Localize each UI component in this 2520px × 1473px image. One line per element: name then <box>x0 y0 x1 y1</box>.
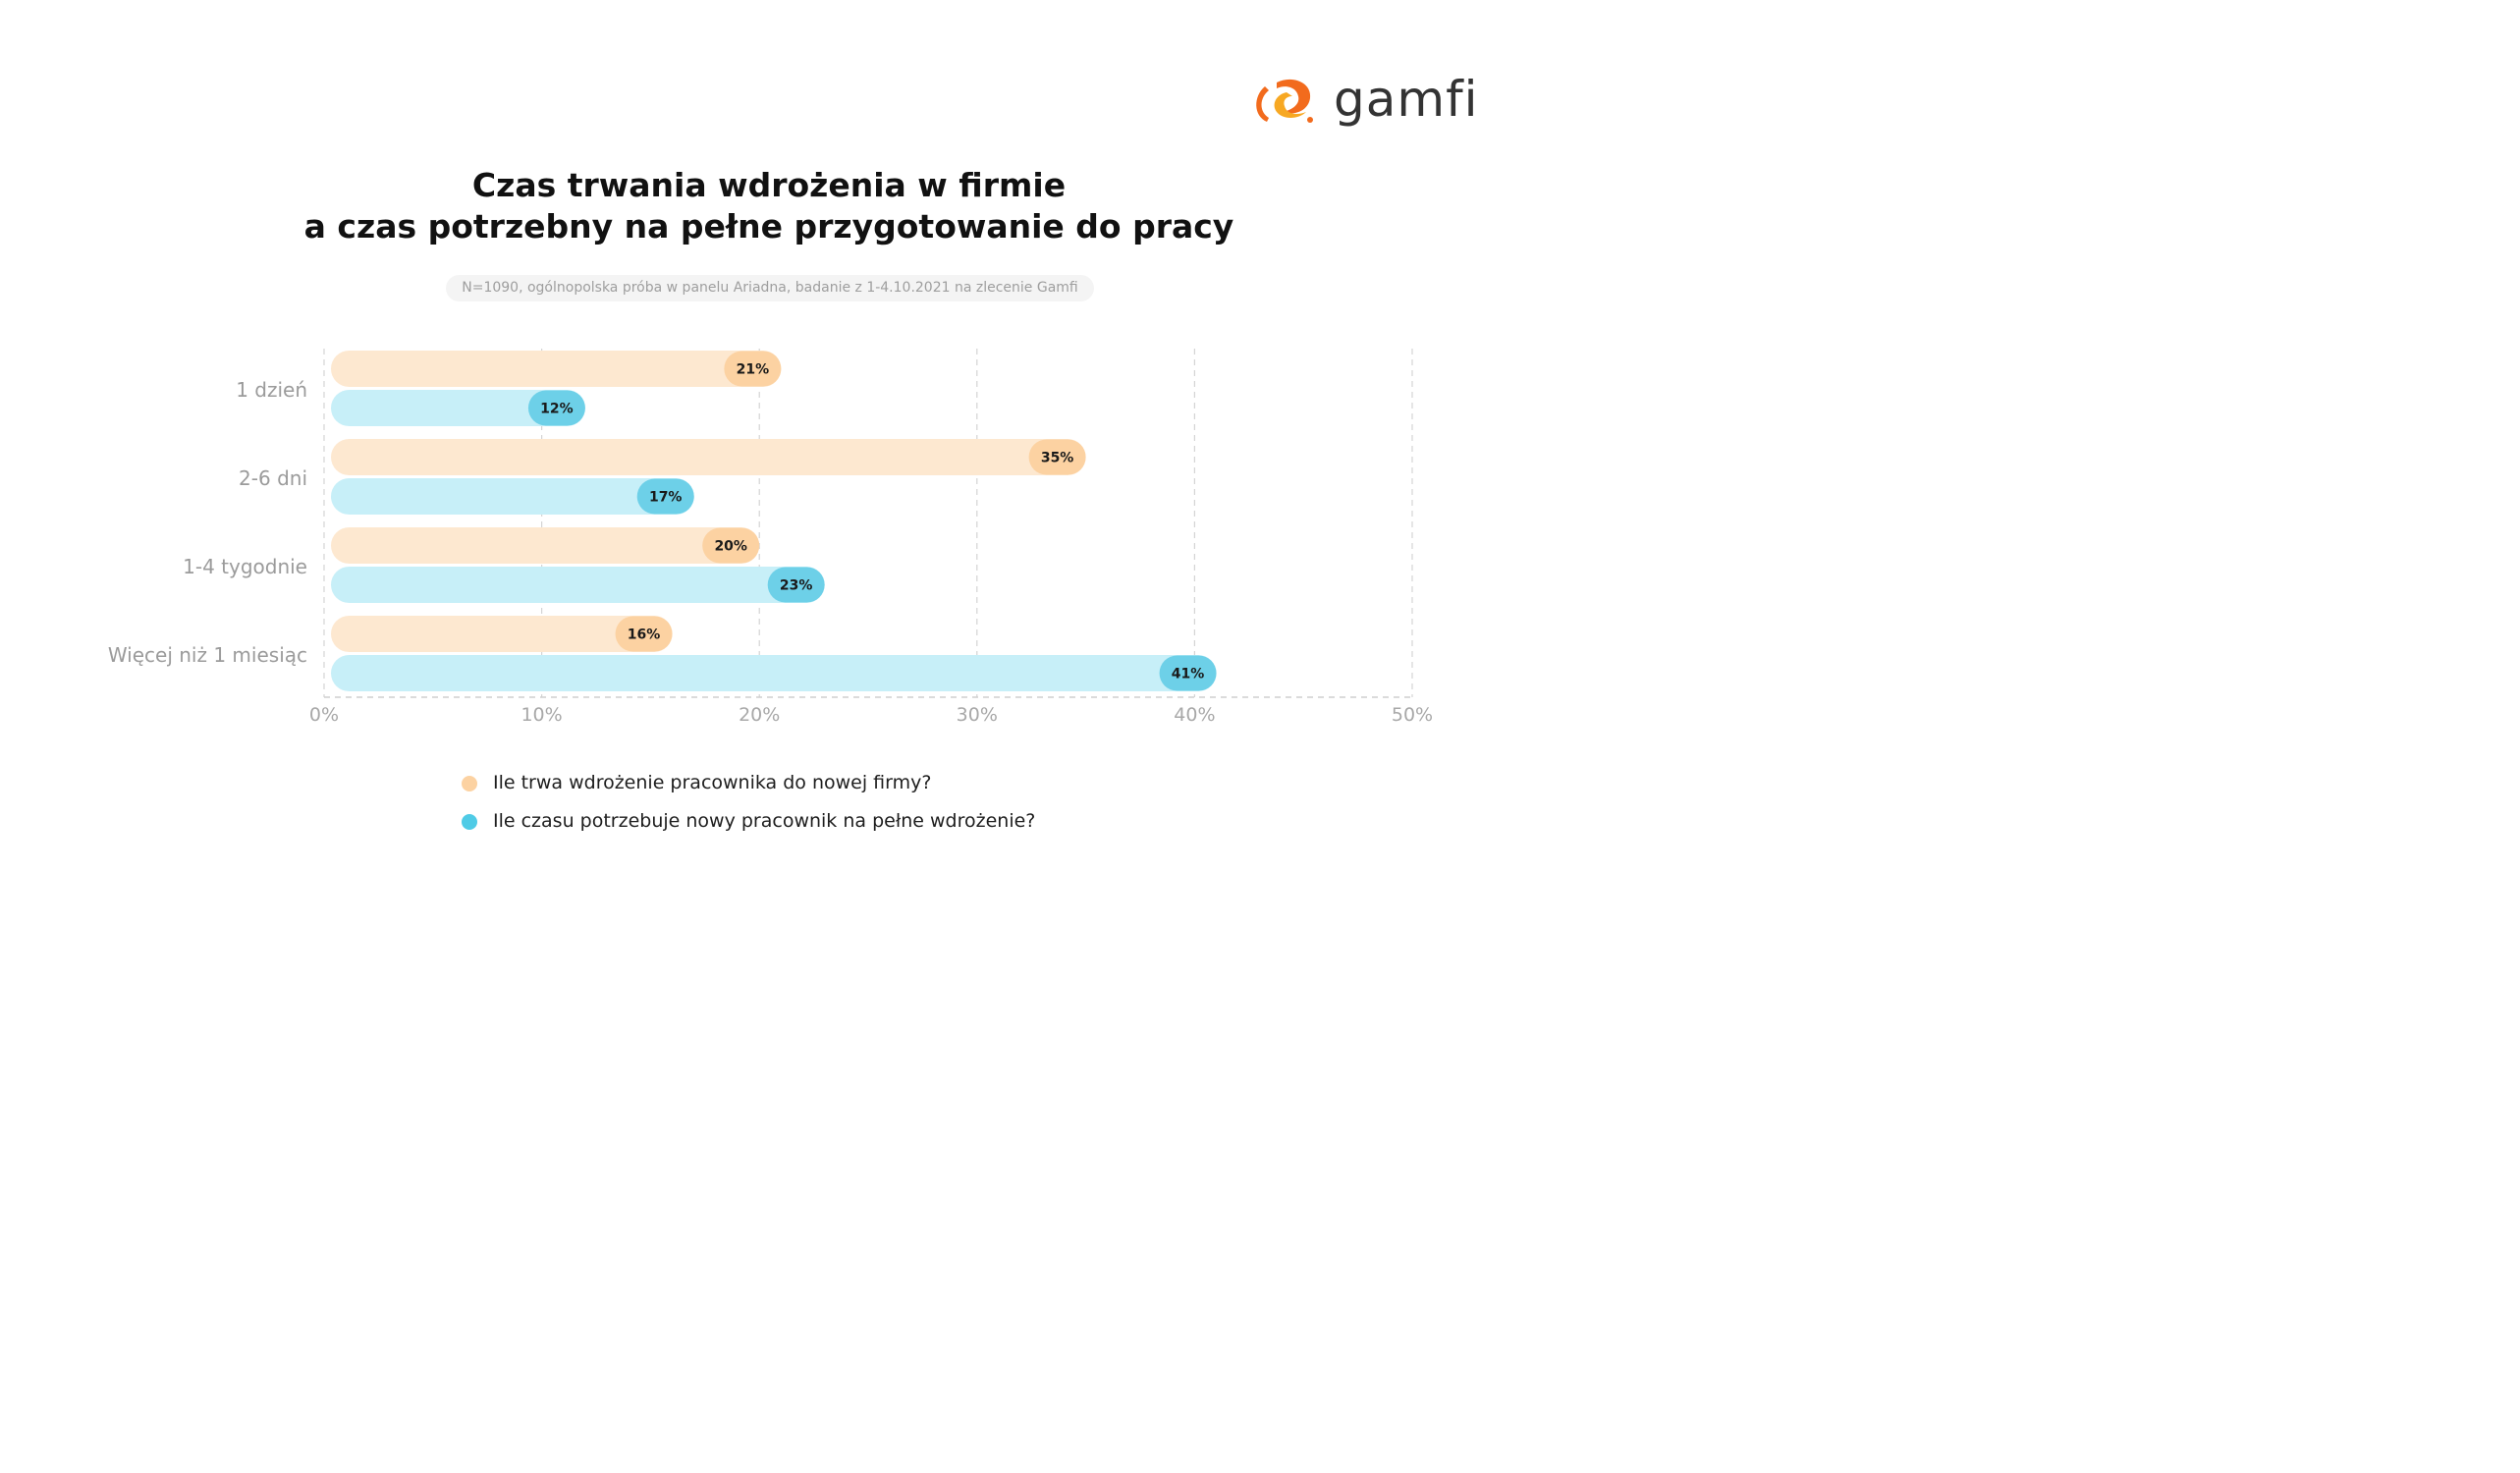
category-label-0: 1 dzień <box>236 378 307 402</box>
bar-s1-c3 <box>331 655 1217 691</box>
value-label-s1-c1: 17% <box>649 490 683 506</box>
chart-title: Czas trwania wdrożenia w firmie a czas p… <box>0 165 1538 247</box>
legend-item-1: Ile trwa wdrożenie pracownika do nowej f… <box>462 772 1149 795</box>
logo-text: gamfi <box>1334 71 1479 128</box>
gamfi-logo: gamfi <box>1247 69 1478 137</box>
value-pill-s1-c2 <box>767 567 825 603</box>
x-tick-label-0: 0% <box>309 704 339 726</box>
value-label-s1-c3: 41% <box>1172 667 1205 682</box>
x-tick-label-3: 30% <box>957 704 998 726</box>
legend-label-2: Ile czasu potrzebuje nowy pracownik na p… <box>493 810 1036 832</box>
flame-icon <box>1256 79 1313 123</box>
x-tick-label-2: 20% <box>739 704 780 726</box>
value-label-s1-c0: 12% <box>540 402 574 417</box>
value-pill-s1-c3 <box>1159 655 1217 691</box>
value-label-s0-c0: 21% <box>737 362 770 378</box>
sample-note: N=1090, ogólnopolska próba w panelu Aria… <box>446 275 1094 301</box>
title-line-1: Czas trwania wdrożenia w firmie <box>471 166 1067 204</box>
value-label-s0-c2: 20% <box>714 539 747 555</box>
value-pill-s1-c0 <box>527 390 585 426</box>
value-pill-s0-c1 <box>1028 439 1086 475</box>
category-label-1: 2-6 dni <box>239 466 307 490</box>
bar-s1-c1 <box>331 478 694 515</box>
legend-swatch-blue <box>462 814 477 830</box>
title-line-2: a czas potrzebny na pełne przygotowanie … <box>303 207 1234 246</box>
value-pill-s0-c0 <box>724 351 782 387</box>
value-pill-s1-c1 <box>636 478 694 515</box>
x-tick-label-1: 10% <box>520 704 562 726</box>
x-tick-label-4: 40% <box>1174 704 1215 726</box>
category-label-3: Więcej niż 1 miesiąc <box>108 643 307 667</box>
legend-item-2: Ile czasu potrzebuje nowy pracownik na p… <box>462 810 1149 834</box>
bar-s0-c0 <box>331 351 782 387</box>
value-label-s1-c2: 23% <box>780 578 813 594</box>
bar-s0-c2 <box>331 527 760 564</box>
value-label-s0-c1: 35% <box>1041 451 1074 466</box>
value-pill-s0-c2 <box>702 527 760 564</box>
bar-chart: 0% 10% 20% 30% 40% 50% 1 dzień 21% 12% 2-6 dni 35%… <box>108 349 1433 726</box>
value-pill-s0-c3 <box>615 616 673 652</box>
value-label-s0-c3: 16% <box>628 627 661 643</box>
legend-swatch-orange <box>462 776 477 791</box>
bar-s0-c3 <box>331 616 673 652</box>
x-tick-label-5: 50% <box>1392 704 1433 726</box>
legend-label-1: Ile trwa wdrożenie pracownika do nowej f… <box>493 772 932 793</box>
bar-s1-c0 <box>331 390 585 426</box>
bar-s0-c1 <box>331 439 1086 475</box>
category-label-2: 1-4 tygodnie <box>183 555 307 578</box>
bar-s1-c2 <box>331 567 825 603</box>
